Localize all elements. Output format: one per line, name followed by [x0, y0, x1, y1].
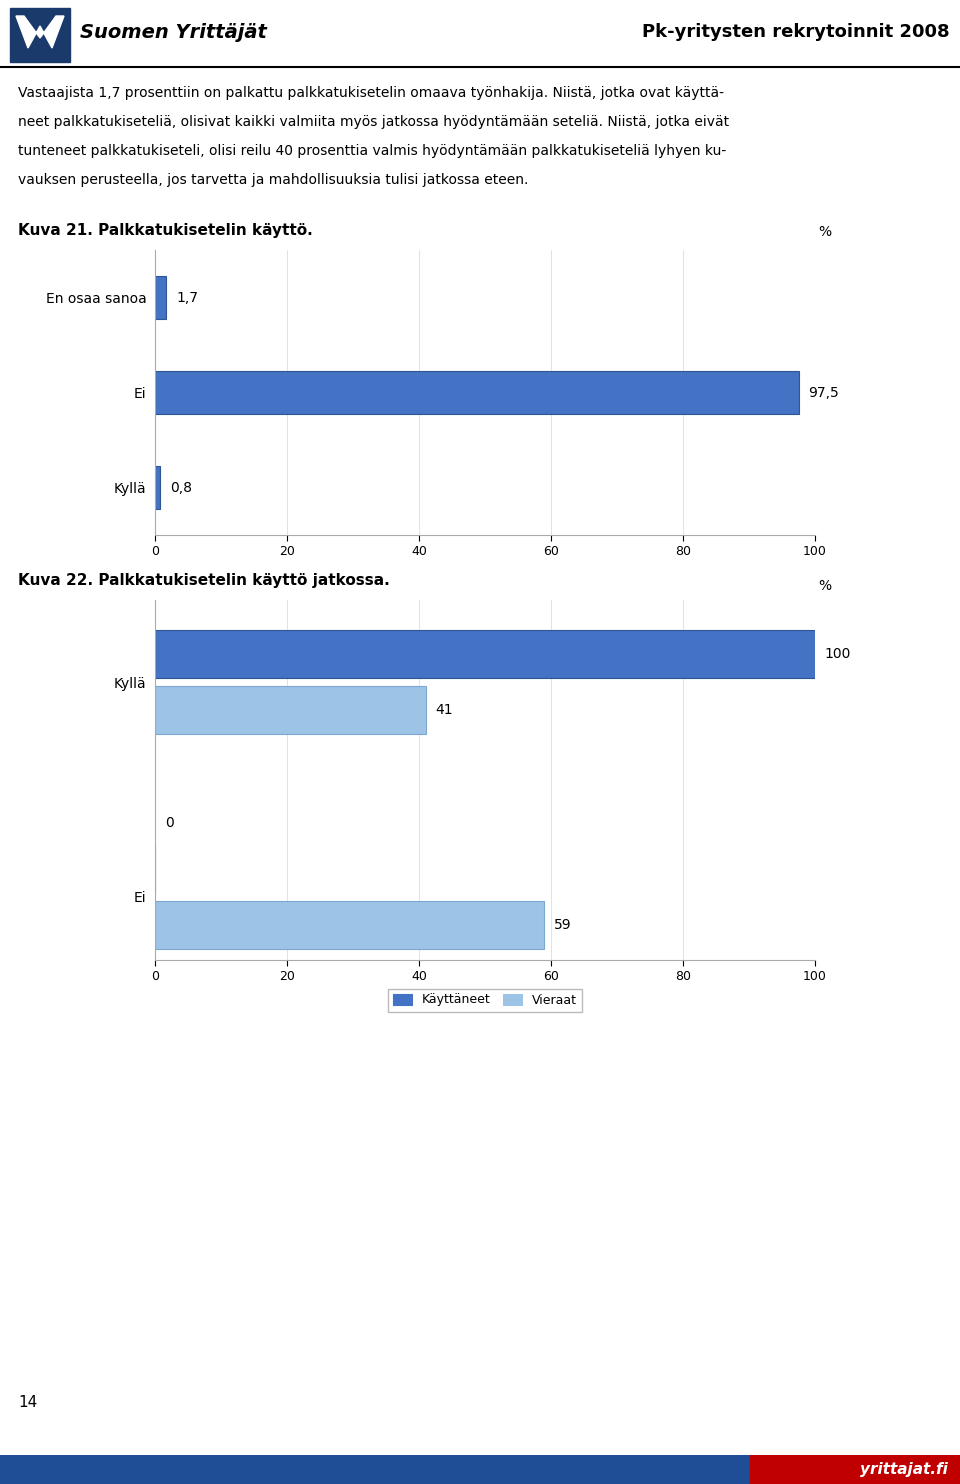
Bar: [155, 466, 160, 509]
Bar: [155, 276, 166, 319]
Text: 1,7: 1,7: [176, 291, 198, 304]
Text: Kuva 22. Palkkatukisetelin käyttö jatkossa.: Kuva 22. Palkkatukisetelin käyttö jatkos…: [18, 573, 390, 588]
Polygon shape: [18, 12, 68, 59]
Text: tunteneet palkkatukiseteli, olisi reilu 40 prosenttia valmis hyödyntämään palkka: tunteneet palkkatukiseteli, olisi reilu …: [18, 144, 727, 159]
Text: %: %: [818, 224, 831, 239]
Text: vauksen perusteella, jos tarvetta ja mahdollisuuksia tulisi jatkossa eteen.: vauksen perusteella, jos tarvetta ja mah…: [18, 174, 528, 187]
Bar: [155, 901, 544, 948]
Text: 97,5: 97,5: [808, 386, 839, 399]
Polygon shape: [16, 16, 64, 47]
Bar: [155, 371, 799, 414]
Bar: [155, 631, 815, 678]
Text: Suomen Yrittäjät: Suomen Yrittäjät: [80, 22, 267, 42]
Text: 41: 41: [436, 703, 453, 717]
Text: Kuva 21. Palkkatukisetelin käyttö.: Kuva 21. Palkkatukisetelin käyttö.: [18, 223, 313, 237]
Text: 59: 59: [554, 917, 572, 932]
Text: 14: 14: [18, 1395, 37, 1410]
Text: Vastaajista 1,7 prosenttiin on palkattu palkkatukisetelin omaava työnhakija. Nii: Vastaajista 1,7 prosenttiin on palkattu …: [18, 86, 724, 101]
Bar: [155, 686, 425, 735]
Text: neet palkkatukiseteliä, olisivat kaikki valmiita myös jatkossa hyödyntämään sete: neet palkkatukiseteliä, olisivat kaikki …: [18, 116, 730, 129]
Text: 0: 0: [165, 816, 174, 830]
Text: 100: 100: [825, 647, 852, 662]
Text: 0,8: 0,8: [170, 481, 192, 494]
Text: Pk-yritysten rekrytoinnit 2008: Pk-yritysten rekrytoinnit 2008: [642, 22, 950, 42]
Bar: [0, 1454, 750, 1484]
Text: %: %: [818, 579, 831, 592]
Legend: Käyttäneet, Vieraat: Käyttäneet, Vieraat: [388, 988, 582, 1012]
Bar: [10, 7, 70, 62]
Bar: [750, 1454, 960, 1484]
Text: yrittajat.fi: yrittajat.fi: [860, 1462, 948, 1477]
